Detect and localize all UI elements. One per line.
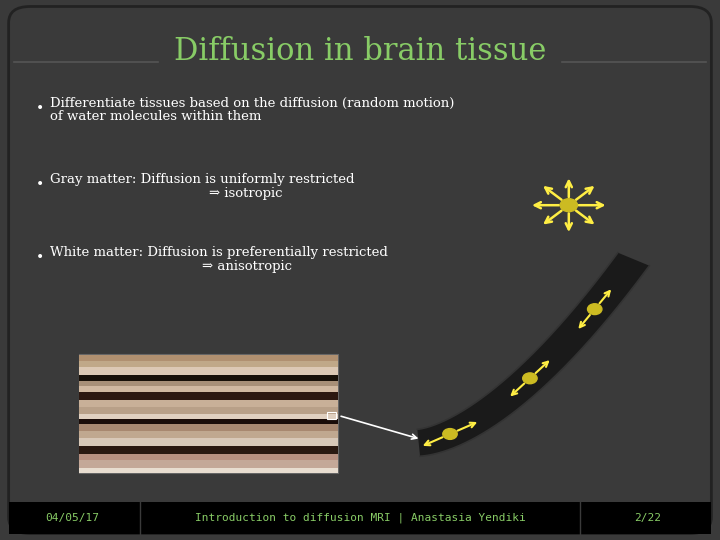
Bar: [79, 367, 338, 375]
Circle shape: [523, 373, 537, 384]
Text: Introduction to diffusion MRI | Anastasia Yendiki: Introduction to diffusion MRI | Anastasi…: [194, 512, 526, 523]
Bar: [79, 431, 338, 437]
Text: Gray matter: Diffusion is uniformly restricted: Gray matter: Diffusion is uniformly rest…: [50, 173, 355, 186]
Bar: [79, 392, 338, 400]
Text: ⇒ isotropic: ⇒ isotropic: [209, 187, 282, 200]
Bar: [79, 361, 338, 367]
Bar: [79, 460, 338, 468]
Bar: [79, 354, 338, 472]
Text: ⇒ anisotropic: ⇒ anisotropic: [202, 260, 292, 273]
Text: Differentiate tissues based on the diffusion (random motion): Differentiate tissues based on the diffu…: [50, 97, 455, 110]
Circle shape: [560, 199, 577, 212]
Circle shape: [443, 429, 457, 440]
Bar: [79, 407, 338, 414]
Bar: [79, 400, 338, 407]
Text: Diffusion in brain tissue: Diffusion in brain tissue: [174, 36, 546, 67]
Text: •: •: [35, 101, 44, 115]
Bar: [79, 454, 338, 460]
Text: 2/22: 2/22: [634, 513, 662, 523]
Bar: [79, 375, 338, 381]
Text: •: •: [35, 177, 44, 191]
Bar: [79, 381, 338, 386]
Bar: [79, 446, 338, 454]
Bar: [327, 412, 336, 418]
FancyBboxPatch shape: [9, 6, 711, 534]
Bar: [79, 424, 338, 431]
Bar: [79, 437, 338, 446]
Text: 04/05/17: 04/05/17: [45, 513, 99, 523]
Bar: [9, 502, 711, 534]
Text: •: •: [35, 249, 44, 264]
Text: of water molecules within them: of water molecules within them: [50, 110, 262, 123]
Bar: [79, 355, 338, 361]
Bar: [79, 386, 338, 392]
Circle shape: [588, 303, 602, 314]
Text: White matter: Diffusion is preferentially restricted: White matter: Diffusion is preferentiall…: [50, 246, 388, 259]
Bar: [79, 414, 338, 419]
Bar: [79, 419, 338, 424]
Bar: [79, 468, 338, 472]
